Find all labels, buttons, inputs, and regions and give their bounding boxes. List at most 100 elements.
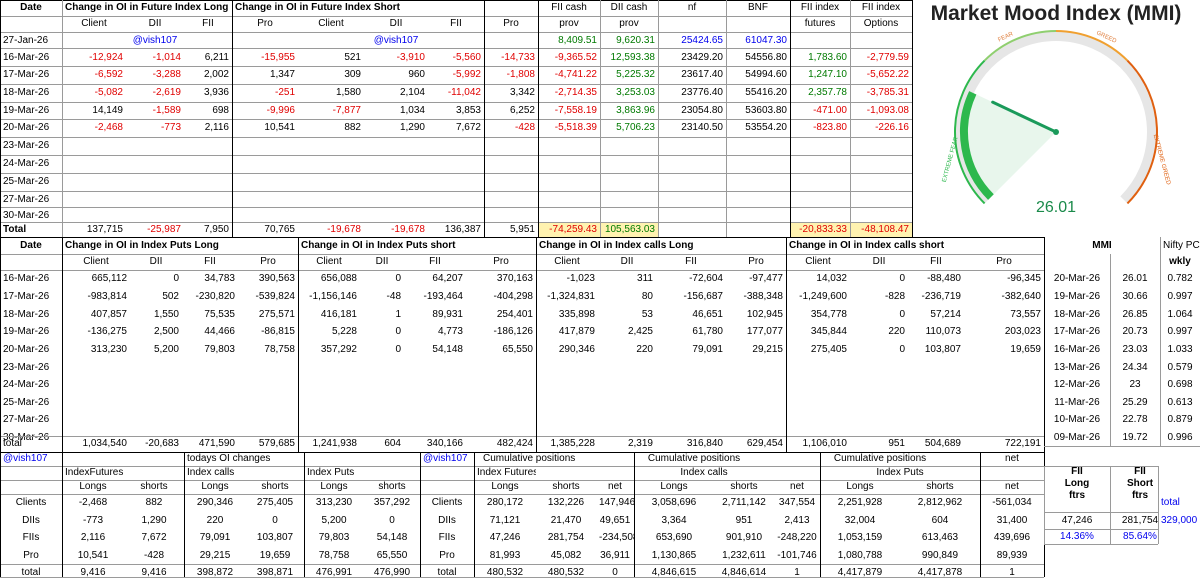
data-cell[interactable]: 14,149 [92,105,123,116]
header-sub[interactable]: FII [450,18,462,29]
data-cell[interactable]: 10,541 [264,122,295,133]
data-cell[interactable]: 1,290 [399,122,425,133]
data-cell[interactable] [238,359,298,376]
data-cell[interactable]: 136,387 [444,224,481,235]
data-cell[interactable]: 103,807 [924,344,961,355]
row-label[interactable]: FIIs [438,532,456,543]
data-cell[interactable]: 5,200 [153,344,179,355]
data-cell[interactable] [130,394,182,411]
data-cell[interactable]: -74,259.43 [538,222,600,237]
data-cell[interactable] [536,411,598,428]
fii-long-h2[interactable]: Long [1064,478,1090,489]
header-sub-mid[interactable]: FII [930,256,942,267]
data-cell[interactable]: 29,215 [199,550,231,561]
data-cell[interactable] [790,155,850,172]
data-cell[interactable] [786,411,850,428]
data-cell[interactable]: -539,824 [255,291,295,302]
mmi-date[interactable]: 19-Mar-26 [1053,291,1101,302]
row-date[interactable]: 23-Mar-26 [3,362,50,373]
fii-long-pct[interactable]: 14.36% [1060,531,1094,542]
row-date[interactable]: 30-Mar-26 [3,210,50,221]
data-cell[interactable]: 23617.40 [681,69,723,80]
data-cell[interactable] [298,376,360,393]
total-cell[interactable]: 579,685 [258,438,295,449]
data-cell[interactable]: 2,500 [153,326,179,337]
sub-header[interactable]: Longs [491,481,519,492]
fii-short-pct[interactable]: 85.64% [1123,531,1157,542]
data-cell[interactable] [62,191,126,208]
data-cell[interactable]: 4,846,615 [651,567,697,578]
total-cell[interactable]: 340,166 [426,438,463,449]
mmi-value[interactable]: 22.78 [1122,414,1148,425]
mmi-value[interactable]: 19.72 [1122,432,1148,443]
data-cell[interactable]: 2,251,928 [837,497,883,508]
data-cell[interactable] [726,411,786,428]
header-sub[interactable]: FII [202,18,214,29]
data-cell[interactable]: -828 [884,291,905,302]
data-cell[interactable] [908,359,964,376]
data-cell[interactable]: -2,468 [78,497,108,508]
data-cell[interactable] [62,137,126,154]
data-cell[interactable]: 0 [899,309,905,320]
data-cell[interactable] [536,359,598,376]
header-sub[interactable]: Pro [257,18,273,29]
data-cell[interactable] [726,173,790,190]
data-cell[interactable]: 990,849 [921,550,959,561]
mmi-date[interactable]: 09-Mar-26 [1053,432,1101,443]
data-cell[interactable]: 65,550 [502,344,533,355]
data-cell[interactable]: 347,554 [778,497,816,508]
header-cumulative[interactable]: Cumulative positions [483,453,576,464]
data-cell[interactable]: -20,833.33 [790,222,850,237]
data-cell[interactable] [598,411,656,428]
row-label[interactable]: Clients [15,497,47,508]
mmi-date[interactable]: 17-Mar-26 [1053,326,1101,337]
pcr-value[interactable]: 0.997 [1167,291,1193,302]
data-cell[interactable] [182,394,238,411]
data-cell[interactable] [62,155,126,172]
header-long-group[interactable]: Change in OI in Future Index Long [65,2,229,13]
sub-header[interactable]: shorts [261,481,289,492]
data-cell[interactable]: 5,706.23 [616,122,655,133]
data-cell[interactable] [126,137,184,154]
data-cell[interactable]: 502 [162,291,179,302]
row-date[interactable]: 24-Mar-26 [3,158,50,169]
sub-header[interactable]: Longs [660,481,688,492]
pcr-value[interactable]: 0.579 [1167,362,1193,373]
data-cell[interactable] [598,376,656,393]
data-cell[interactable]: -773 [160,122,181,133]
data-cell[interactable]: 7,950 [203,224,229,235]
data-cell[interactable]: 417,879 [558,326,595,337]
data-cell[interactable] [964,376,1044,393]
data-cell[interactable]: 398,871 [256,567,294,578]
data-cell[interactable]: -7,877 [332,105,361,116]
data-cell[interactable]: 25424.65 [681,35,723,46]
data-cell[interactable]: -7,558.19 [554,105,597,116]
data-cell[interactable]: 0 [612,567,618,578]
data-cell[interactable] [598,394,656,411]
fii-short-h1[interactable]: FII [1134,466,1146,477]
data-cell[interactable]: 653,690 [655,532,693,543]
data-cell[interactable]: -382,640 [1001,291,1041,302]
data-cell[interactable] [908,394,964,411]
data-cell[interactable]: 3,863.96 [616,105,655,116]
data-cell[interactable]: 23140.50 [681,122,723,133]
data-cell[interactable]: -234,508 [599,532,634,543]
row-date[interactable]: 20-Mar-26 [3,344,50,355]
data-cell[interactable]: 79,803 [318,532,350,543]
row-label[interactable]: Pro [23,550,39,561]
mmi-value[interactable]: 23 [1129,379,1141,390]
row-label[interactable]: Pro [439,550,455,561]
data-cell[interactable]: 80 [641,291,653,302]
data-cell[interactable]: 79,091 [199,532,231,543]
data-cell[interactable]: -6,592 [94,69,123,80]
data-cell[interactable]: 254,401 [496,309,533,320]
data-cell[interactable]: -1,014 [152,52,181,63]
header-sub[interactable]: Client [318,18,344,29]
data-cell[interactable] [600,137,658,154]
data-cell[interactable]: 1 [794,567,800,578]
data-cell[interactable] [850,137,912,154]
data-cell[interactable]: -428 [143,550,164,561]
data-cell[interactable]: 275,405 [810,344,847,355]
row-label[interactable]: Clients [431,497,463,508]
group-index-puts-r[interactable]: Index Puts [876,467,924,478]
